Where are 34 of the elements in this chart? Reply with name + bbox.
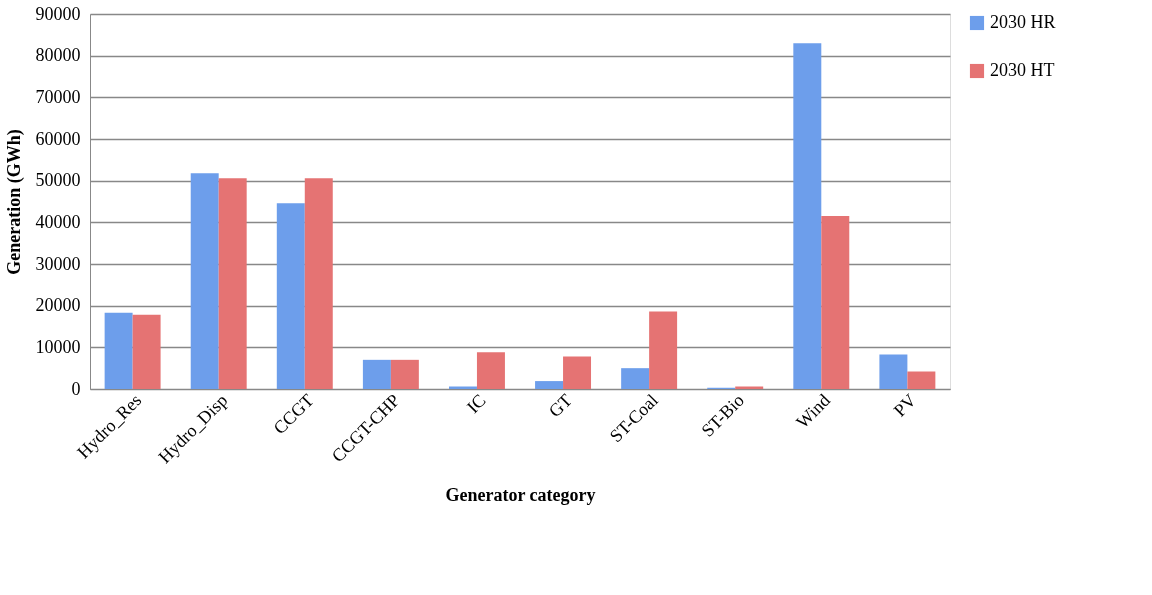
y-tick-label: 30000 — [35, 253, 81, 274]
bar — [190, 173, 219, 389]
bar — [563, 356, 592, 389]
y-tick-label: 10000 — [35, 336, 81, 357]
bar — [476, 352, 505, 389]
legend-label: 2030 HR — [990, 12, 1056, 32]
y-tick-label: 60000 — [35, 128, 81, 149]
bar — [821, 216, 850, 389]
bar — [218, 178, 247, 389]
y-tick-label: 20000 — [35, 295, 81, 316]
bar — [104, 312, 133, 389]
bar — [879, 354, 908, 389]
bar — [535, 381, 564, 389]
x-tick-label: GT — [544, 390, 576, 422]
x-tick-label: IC — [462, 390, 490, 417]
y-tick-label: 40000 — [35, 211, 81, 232]
bar — [649, 311, 678, 389]
y-tick-label: 80000 — [35, 45, 81, 66]
x-axis-title: Generator category — [445, 485, 596, 506]
y-tick-label: 50000 — [35, 170, 81, 191]
bar — [362, 359, 391, 389]
bar — [793, 43, 822, 389]
y-tick-label: 0 — [71, 378, 81, 399]
bar — [390, 359, 419, 389]
bar — [907, 371, 936, 389]
legend-label: 2030 HT — [990, 60, 1055, 80]
y-axis-title: Generation (GWh) — [3, 129, 25, 275]
bar — [621, 368, 650, 389]
bar — [276, 203, 305, 389]
x-tick-label: PV — [889, 390, 921, 421]
y-tick-label: 90000 — [35, 3, 81, 24]
y-tick-label: 70000 — [35, 86, 81, 107]
bar — [304, 178, 333, 389]
bar — [132, 314, 161, 389]
